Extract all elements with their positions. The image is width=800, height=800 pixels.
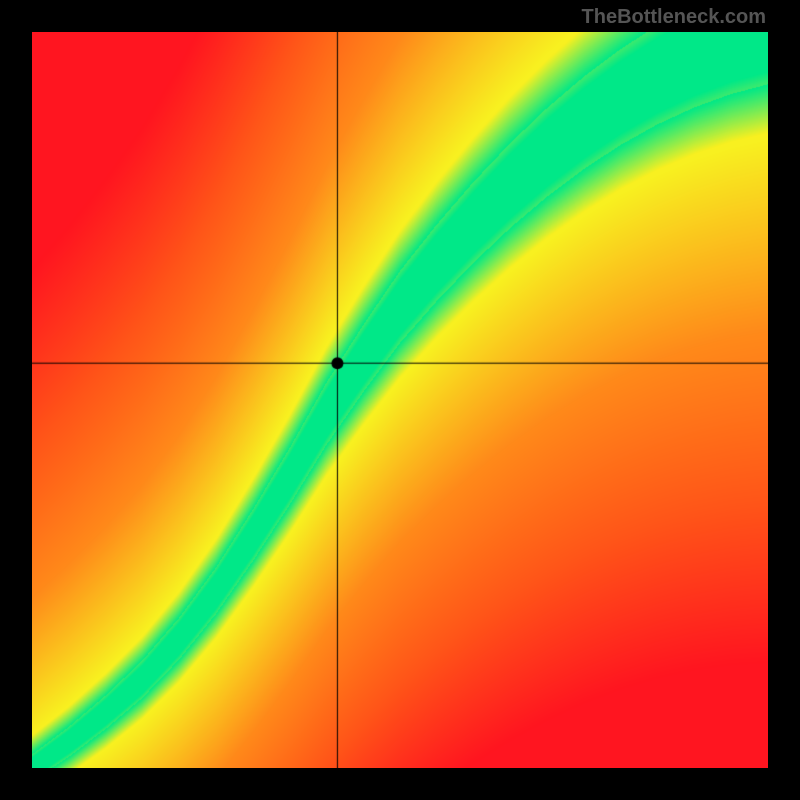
heatmap-plot [32, 32, 768, 768]
heatmap-canvas [32, 32, 768, 768]
watermark-text: TheBottleneck.com [582, 6, 766, 29]
